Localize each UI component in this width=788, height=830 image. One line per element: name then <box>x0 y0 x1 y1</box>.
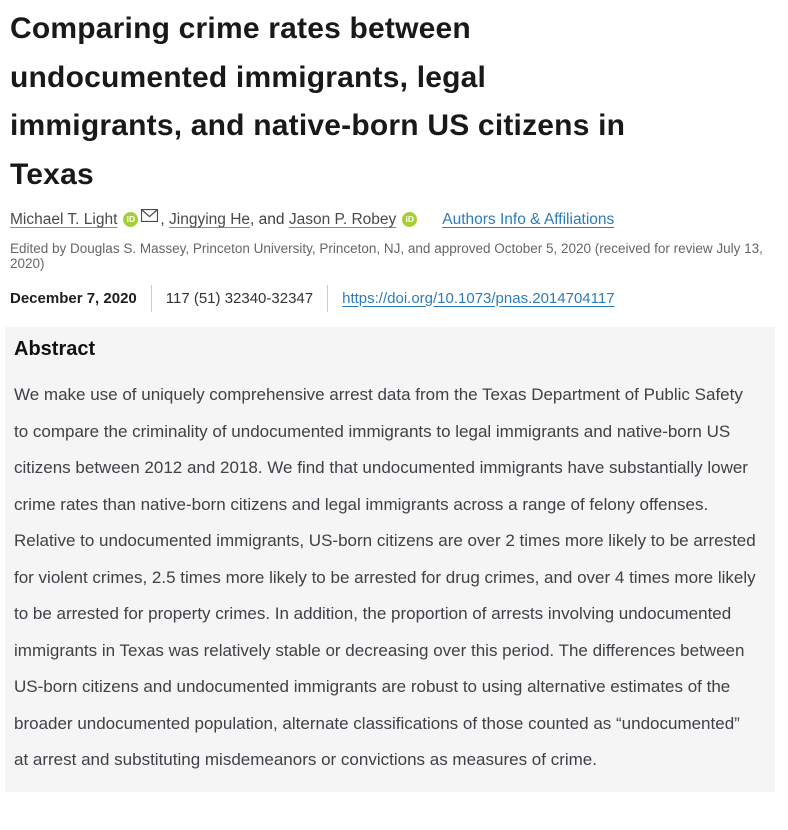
abstract-section: Abstract We make use of uniquely compreh… <box>5 327 775 792</box>
orcid-icon[interactable]: iD <box>402 212 418 227</box>
author-link-jason-p-robey[interactable]: Jason P. Robey <box>288 211 397 228</box>
author-link-jingying-he[interactable]: Jingying He <box>169 211 251 228</box>
author-link-michael-t-light[interactable]: Michael T. Light <box>10 211 118 228</box>
author-line: Michael T. Light iD, Jingying He, and Jas… <box>10 208 778 229</box>
article-title-line: Comparing crime rates between <box>10 12 471 45</box>
vertical-divider <box>327 284 329 312</box>
vertical-divider <box>150 284 152 312</box>
author-separator: , and <box>250 211 289 228</box>
article-title-line: Texas <box>10 157 94 191</box>
doi-link[interactable]: https://doi.org/10.1073/pnas.2014704117 <box>342 289 615 307</box>
abstract-heading: Abstract <box>14 338 96 360</box>
article-title: Comparing crime rates between undocument… <box>10 5 774 199</box>
authors-info-affiliations-link[interactable]: Authors Info & Affiliations <box>442 211 615 228</box>
author-separator: , <box>160 211 170 228</box>
email-icon[interactable] <box>141 208 159 227</box>
citation-bar: December 7, 2020 117 (51) 32340-32347 ht… <box>10 283 778 313</box>
publication-date: December 7, 2020 <box>10 289 137 307</box>
volume-issue-pages: 117 (51) 32340-32347 <box>165 289 314 307</box>
orcid-icon[interactable]: iD <box>123 212 139 227</box>
editor-note: Edited by Douglas S. Massey, Princeton U… <box>10 241 763 271</box>
article-page: Comparing crime rates between undocument… <box>5 5 778 792</box>
article-title-line: immigrants, and native-born US citizens … <box>10 109 626 142</box>
article-title-line: undocumented immigrants, legal <box>10 60 487 94</box>
abstract-text: We make use of uniquely comprehensive ar… <box>14 385 756 769</box>
